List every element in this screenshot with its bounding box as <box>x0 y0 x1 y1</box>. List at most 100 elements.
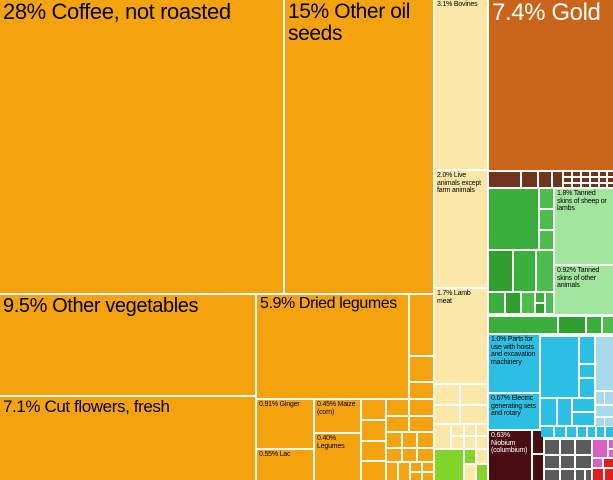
tile-ginger[interactable]: 0.91% Ginger <box>257 400 313 448</box>
tile-unlabeled[interactable] <box>452 437 463 448</box>
tile-unlabeled[interactable] <box>489 317 557 333</box>
tile-unlabeled[interactable] <box>403 449 416 461</box>
tile-unlabeled[interactable] <box>608 184 613 187</box>
tile-unlabeled[interactable] <box>561 470 574 480</box>
tile-unlabeled[interactable] <box>580 365 594 377</box>
tile-unlabeled[interactable] <box>605 392 613 404</box>
tile-unlabeled[interactable] <box>403 433 416 447</box>
tile-unlabeled[interactable] <box>605 418 613 426</box>
tile-unlabeled[interactable] <box>387 400 408 415</box>
tile-unlabeled[interactable] <box>435 406 459 423</box>
tile-unlabeled[interactable] <box>410 400 433 415</box>
tile-unlabeled[interactable] <box>609 440 613 448</box>
tile-unlabeled[interactable] <box>399 463 409 480</box>
tile-bovines[interactable]: 3.1% Bovines <box>435 0 487 169</box>
tile-unlabeled[interactable] <box>506 293 520 313</box>
tile-unlabeled[interactable] <box>564 184 571 187</box>
tile-unlabeled[interactable] <box>435 450 463 480</box>
tile-unlabeled[interactable] <box>564 172 571 176</box>
tile-unlabeled[interactable] <box>533 455 543 480</box>
tile-unlabeled[interactable] <box>545 456 559 468</box>
tile-unlabeled[interactable] <box>578 427 586 437</box>
tile-unlabeled[interactable] <box>489 251 512 291</box>
tile-unlabeled[interactable] <box>600 172 606 176</box>
tile-unlabeled[interactable] <box>489 293 504 313</box>
tile-cut-flowers[interactable]: 7.1% Cut flowers, fresh <box>0 397 255 480</box>
tile-generating-sets[interactable]: 0.67% Electric generating sets and rotar… <box>489 394 539 429</box>
tile-unlabeled[interactable] <box>586 470 591 480</box>
tile-unlabeled[interactable] <box>596 418 604 426</box>
tile-unlabeled[interactable] <box>604 459 613 467</box>
tile-legumes[interactable]: 0.40% Legumes <box>315 434 360 480</box>
tile-unlabeled[interactable] <box>461 406 487 423</box>
tile-unlabeled[interactable] <box>596 392 604 404</box>
tile-unlabeled[interactable] <box>600 178 606 182</box>
tile-unlabeled[interactable] <box>573 399 594 411</box>
tile-unlabeled[interactable] <box>489 189 538 249</box>
tile-unlabeled[interactable] <box>536 293 544 302</box>
tile-unlabeled[interactable] <box>597 427 604 437</box>
tile-unlabeled[interactable] <box>591 184 598 187</box>
tile-unlabeled[interactable] <box>540 231 553 249</box>
tile-coffee-not-roasted[interactable]: 28% Coffee, not roasted <box>0 0 283 293</box>
tile-unlabeled[interactable] <box>564 178 571 182</box>
tile-unlabeled[interactable] <box>540 210 553 229</box>
tile-maize[interactable]: 0.45% Maize (corn) <box>315 400 360 432</box>
tile-unlabeled[interactable] <box>561 456 574 468</box>
tile-unlabeled[interactable] <box>418 433 433 447</box>
tile-unlabeled[interactable] <box>411 473 421 480</box>
tile-unlabeled[interactable] <box>465 450 475 463</box>
tile-unlabeled[interactable] <box>582 172 589 176</box>
tile-unlabeled[interactable] <box>609 450 613 457</box>
tile-unlabeled[interactable] <box>582 178 589 182</box>
tile-unlabeled[interactable] <box>411 463 421 471</box>
tile-unlabeled[interactable] <box>587 317 601 333</box>
tile-unlabeled[interactable] <box>553 172 562 187</box>
tile-unlabeled[interactable] <box>580 337 594 363</box>
tile-unlabeled[interactable] <box>545 470 559 480</box>
tile-unlabeled[interactable] <box>423 473 433 480</box>
tile-dried-legumes[interactable]: 5.9% Dried legumes <box>257 295 408 398</box>
tile-unlabeled[interactable] <box>465 465 475 480</box>
tile-unlabeled[interactable] <box>477 425 487 435</box>
tile-unlabeled[interactable] <box>362 400 385 419</box>
tile-unlabeled[interactable] <box>573 184 580 187</box>
tile-unlabeled[interactable] <box>461 385 487 404</box>
tile-unlabeled[interactable] <box>423 463 433 471</box>
tile-other-oil-seeds[interactable]: 15% Other oil seeds <box>285 0 433 293</box>
tile-unlabeled[interactable] <box>576 456 591 468</box>
tile-unlabeled[interactable] <box>546 293 553 313</box>
tile-hoist-parts[interactable]: 1.0% Parts for use with hoists and excav… <box>489 335 539 392</box>
tile-unlabeled[interactable] <box>387 433 401 447</box>
tile-unlabeled[interactable] <box>536 304 544 313</box>
tile-unlabeled[interactable] <box>362 462 385 480</box>
tile-unlabeled[interactable] <box>605 469 613 480</box>
tile-unlabeled[interactable] <box>573 172 580 176</box>
tile-unlabeled[interactable] <box>541 427 553 437</box>
tile-tanned-sheep-skins[interactable]: 1.8% Tanned skins of sheep or lambs <box>555 189 613 264</box>
tile-unlabeled[interactable] <box>410 383 433 398</box>
tile-unlabeled[interactable] <box>600 184 606 187</box>
tile-unlabeled[interactable] <box>477 437 487 448</box>
tile-unlabeled[interactable] <box>435 385 459 404</box>
tile-unlabeled[interactable] <box>387 417 408 431</box>
tile-unlabeled[interactable] <box>596 406 613 416</box>
tile-unlabeled[interactable] <box>362 442 385 460</box>
tile-unlabeled[interactable] <box>387 449 401 461</box>
tile-unlabeled[interactable] <box>545 440 559 454</box>
tile-unlabeled[interactable] <box>591 178 598 182</box>
tile-unlabeled[interactable] <box>559 317 585 333</box>
tile-unlabeled[interactable] <box>541 399 556 425</box>
tile-unlabeled[interactable] <box>465 437 475 448</box>
tile-unlabeled[interactable] <box>608 178 613 182</box>
tile-unlabeled[interactable] <box>410 295 433 355</box>
tile-unlabeled[interactable] <box>573 178 580 182</box>
tile-unlabeled[interactable] <box>533 431 543 453</box>
tile-unlabeled[interactable] <box>576 440 591 454</box>
tile-unlabeled[interactable] <box>477 450 487 463</box>
tile-unlabeled[interactable] <box>540 189 553 208</box>
tile-unlabeled[interactable] <box>537 251 553 291</box>
tile-unlabeled[interactable] <box>410 417 433 431</box>
tile-unlabeled[interactable] <box>606 427 613 437</box>
tile-lac[interactable]: 0.55% Lac <box>257 450 313 480</box>
